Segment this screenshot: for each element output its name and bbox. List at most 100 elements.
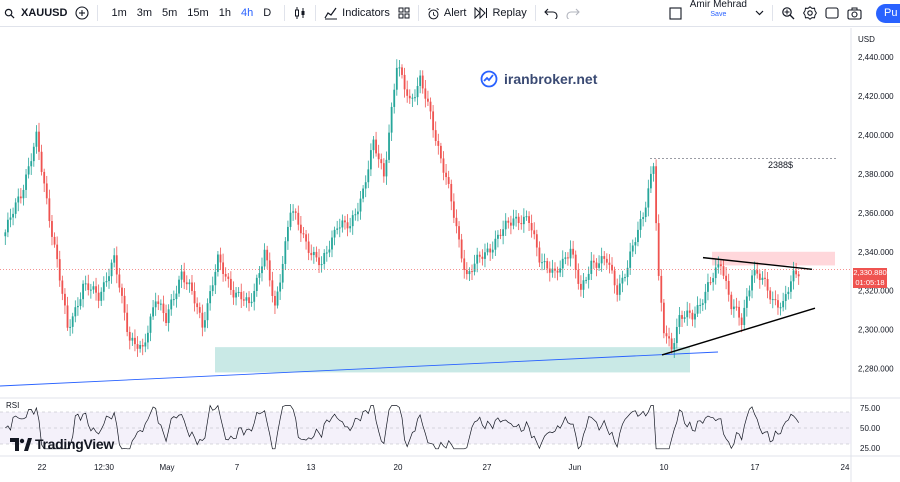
candle-body — [429, 101, 432, 112]
triangle-lower-line — [661, 307, 816, 356]
candle-body — [538, 247, 541, 263]
candle-body — [561, 258, 564, 269]
candle-body — [406, 89, 409, 96]
fullscreen-button[interactable] — [821, 0, 843, 27]
candle-body — [551, 268, 554, 273]
settings-button[interactable] — [799, 0, 821, 27]
rsi-axis: 75.00 50.00 25.00 — [860, 404, 881, 453]
candle-body — [688, 310, 691, 313]
user-name: Amir Mehrad — [689, 0, 747, 10]
candle-body — [398, 67, 401, 69]
alert-label: Alert — [443, 7, 467, 19]
price-chart[interactable]: USD 2,280.000 2,300.000 2,320.000 2,340.000… — [0, 28, 900, 482]
candle-body — [655, 166, 658, 224]
candle-body — [27, 166, 30, 175]
candle-body — [644, 207, 647, 218]
candle-body — [294, 211, 297, 213]
candle-body — [105, 281, 108, 283]
candle-body — [271, 280, 274, 296]
candle-body — [331, 237, 333, 250]
candle-body — [84, 283, 87, 285]
candle-body — [450, 183, 453, 202]
chart-type-button[interactable] — [289, 0, 311, 27]
replay-button[interactable]: Replay — [470, 0, 530, 27]
rsi-line — [5, 404, 799, 450]
candle-body — [255, 277, 258, 292]
redo-button[interactable] — [562, 0, 584, 27]
candle-body — [56, 244, 59, 260]
candle-body — [629, 251, 632, 268]
candle-body — [608, 262, 611, 265]
candle-body — [670, 338, 673, 350]
save-status: Save — [710, 10, 727, 18]
candle-body — [740, 317, 743, 325]
price-axis[interactable]: 2,280.000 2,300.000 2,320.000 2,340.000 2,36… — [858, 53, 894, 373]
rsi-title[interactable]: RSI — [6, 401, 20, 410]
candle-body — [515, 216, 517, 219]
timeframe-D[interactable]: D — [263, 7, 272, 19]
timeframe-1m[interactable]: 1m — [111, 7, 127, 19]
candle-body — [665, 333, 668, 337]
candle-body — [401, 67, 403, 75]
candles — [4, 59, 800, 358]
toolbar-divider — [534, 5, 536, 21]
symbol-search[interactable]: XAUUSD — [0, 0, 71, 27]
price-tick-label: 2,440.000 — [858, 53, 894, 62]
time-axis[interactable]: 22 12:30 May 7 13 20 27 Jun 10 17 24 — [38, 463, 850, 472]
toolbar-divider — [97, 5, 99, 21]
layout-button[interactable] — [665, 0, 686, 27]
candle-body — [559, 268, 562, 273]
candle-body — [108, 276, 110, 282]
watermark-text: iranbroker.net — [504, 71, 598, 87]
publish-button[interactable]: Pu — [876, 4, 900, 23]
timeframe-3m[interactable]: 3m — [136, 7, 153, 19]
candle-body — [634, 242, 637, 246]
candle-body — [657, 223, 660, 276]
candle-body — [546, 261, 549, 269]
quick-search-button[interactable] — [777, 0, 799, 27]
candle-body — [621, 277, 624, 284]
candle-body — [427, 98, 429, 102]
candle-body — [113, 255, 116, 263]
timeframe-1h[interactable]: 1h — [218, 7, 231, 19]
time-tick-label: 10 — [660, 463, 669, 472]
candle-body — [613, 270, 616, 286]
candle-body — [720, 264, 722, 267]
snapshot-button[interactable] — [843, 0, 866, 27]
candle-body — [45, 183, 48, 199]
price-axis-currency[interactable]: USD — [858, 35, 875, 44]
candle-body — [48, 198, 51, 222]
account-menu[interactable]: Amir Mehrad Save — [686, 0, 751, 27]
candles-icon — [295, 7, 305, 19]
candle-body — [577, 269, 580, 284]
candle-body — [761, 277, 764, 281]
candle-body — [139, 345, 142, 349]
undo-button[interactable] — [540, 0, 562, 27]
candle-body — [172, 299, 175, 301]
timeframe-5m[interactable]: 5m — [162, 7, 178, 19]
candle-body — [318, 257, 320, 266]
candle-body — [364, 182, 367, 189]
candle-body — [421, 75, 424, 89]
indicators-button[interactable]: Indicators — [320, 0, 394, 27]
candle-body — [432, 111, 435, 131]
price-tick-label: 2,380.000 — [858, 170, 894, 179]
compare-button[interactable] — [71, 0, 93, 27]
candle-body — [530, 223, 533, 231]
account-dropdown[interactable] — [751, 0, 768, 27]
tradingview-logo[interactable]: TradingView — [10, 436, 114, 452]
candle-body — [121, 287, 123, 296]
fullscreen-icon — [825, 7, 839, 19]
candle-body — [652, 166, 655, 174]
resistance-zone — [712, 251, 835, 266]
candle-body — [292, 211, 295, 213]
timeframe-4h[interactable]: 4h — [240, 7, 254, 19]
candle-body — [19, 196, 22, 199]
alert-button[interactable]: Alert — [423, 0, 471, 27]
templates-button[interactable] — [394, 0, 414, 27]
candle-body — [598, 263, 600, 268]
candle-body — [455, 217, 458, 227]
timeframe-15m[interactable]: 15m — [187, 7, 209, 19]
candle-body — [419, 75, 422, 86]
candle-body — [141, 345, 144, 347]
